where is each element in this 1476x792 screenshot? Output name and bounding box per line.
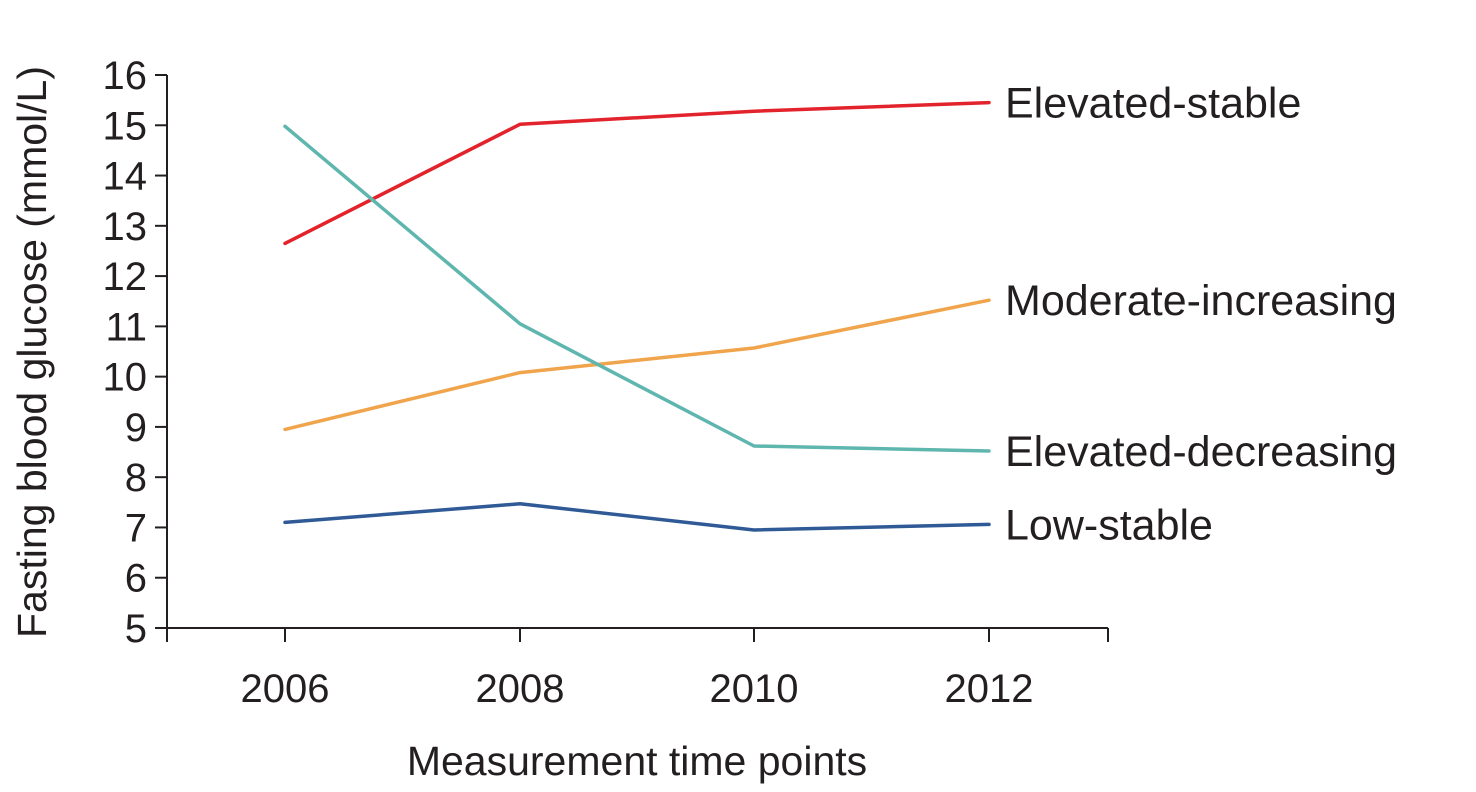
series-lines: [283, 100, 991, 532]
y-tick-label: 11: [105, 305, 147, 349]
y-tick-label: 8: [125, 456, 147, 500]
x-tick-label: 2006: [241, 667, 330, 711]
y-tick-label: 9: [125, 406, 147, 450]
y-tick-label: 10: [103, 356, 148, 400]
y-tick-label: 7: [125, 506, 147, 550]
y-tick-label: 5: [125, 607, 147, 651]
y-tick-label: 6: [125, 557, 147, 601]
x-tick-label: 2010: [710, 667, 799, 711]
series-labels: Elevated-stable Moderate-increasing Elevat…: [1005, 80, 1397, 550]
y-tick-label: 16: [103, 54, 148, 98]
y-axis-ticks: 5 6 7 8 9 10 11 12 13 14 15 16: [103, 54, 167, 651]
series-line-moderate-increasing: [283, 298, 991, 432]
series-line-low-stable: [283, 502, 991, 532]
series-label: Elevated-decreasing: [1005, 428, 1397, 476]
y-tick-label: 13: [103, 205, 148, 249]
x-axis-ticks: 2006 2008 2010 2012: [166, 628, 1109, 711]
x-tick-label: 2012: [945, 667, 1034, 711]
series-line-elevated-decreasing: [283, 124, 991, 453]
series-label: Elevated-stable: [1005, 80, 1301, 128]
series-label: Low-stable: [1005, 501, 1213, 549]
y-tick-label: 12: [103, 255, 148, 299]
x-axis-title: Measurement time points: [407, 738, 867, 784]
y-tick-label: 14: [103, 155, 148, 199]
series-label: Moderate-increasing: [1005, 277, 1397, 325]
x-tick-label: 2008: [476, 667, 565, 711]
series-line-elevated-stable: [283, 100, 991, 246]
y-tick-label: 15: [103, 104, 148, 148]
y-axis-title: Fasting blood glucose (mmol/L): [9, 66, 55, 638]
